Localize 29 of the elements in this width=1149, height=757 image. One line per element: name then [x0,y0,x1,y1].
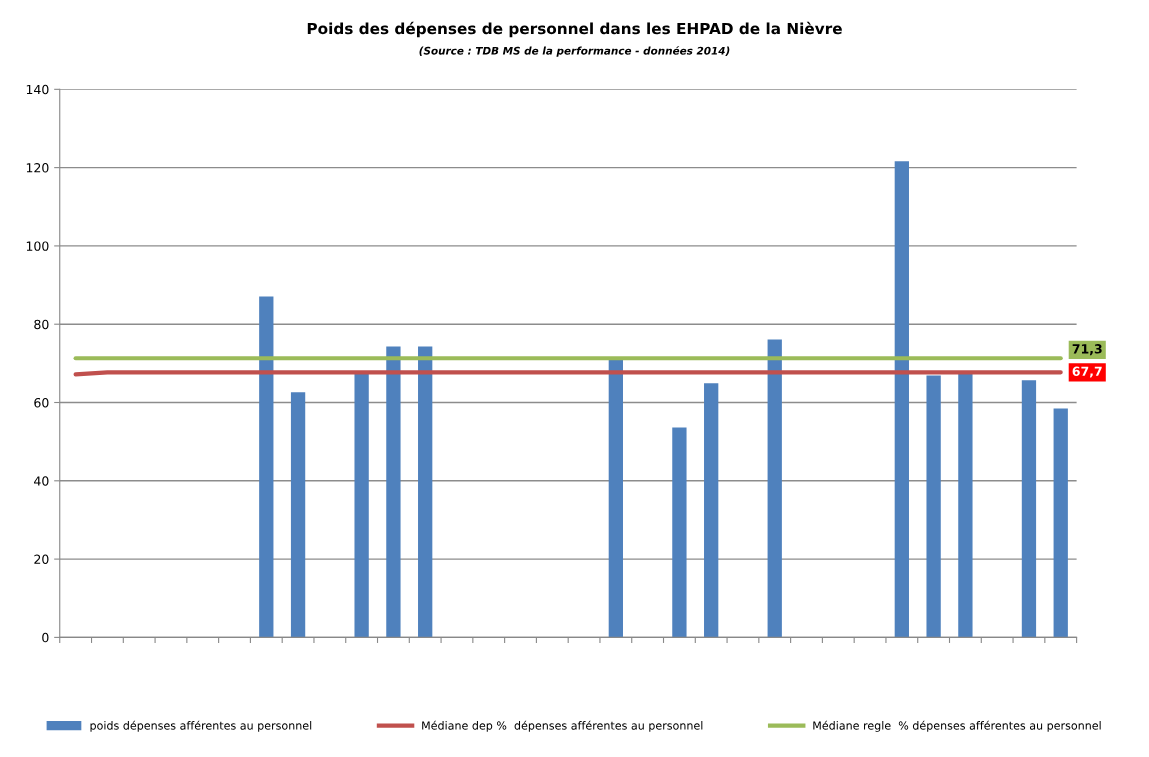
y-tick-label: 140 [26,84,49,95]
bar [1053,408,1068,638]
y-tick-label: 20 [34,554,49,565]
chart-subtitle: (Source : TDB MS de la performance - données 2014) [419,46,730,57]
bar [386,346,401,638]
bar [767,339,782,638]
chart-title: Poids des dépenses de personnel dans les EHPAD de la Nièvre [307,21,842,38]
legend-label: Médiane regle % dépenses afférentes au personnel [813,720,1101,732]
data-label: 67,7 [1072,366,1102,378]
bar [958,372,973,638]
bar [894,161,909,638]
bar [704,383,719,638]
bar [290,392,306,638]
bar [354,371,369,638]
legend-label: Médiane dep % dépenses afférentes au personnel [422,720,703,732]
bar [672,427,687,638]
bar [608,359,623,638]
bar [926,375,941,638]
y-tick-label: 100 [26,241,49,251]
bar [259,296,274,638]
bar [418,346,433,638]
y-tick-label: 120 [26,163,49,173]
y-tick-label: 80 [34,319,49,330]
legend-label: poids dépenses afférentes au personnel [90,720,312,732]
y-tick-label: 0 [42,632,49,643]
y-tick-label: 40 [34,476,49,486]
bar [1021,380,1037,638]
data-label: 71,3 [1072,344,1102,356]
y-tick-label: 60 [34,397,49,408]
